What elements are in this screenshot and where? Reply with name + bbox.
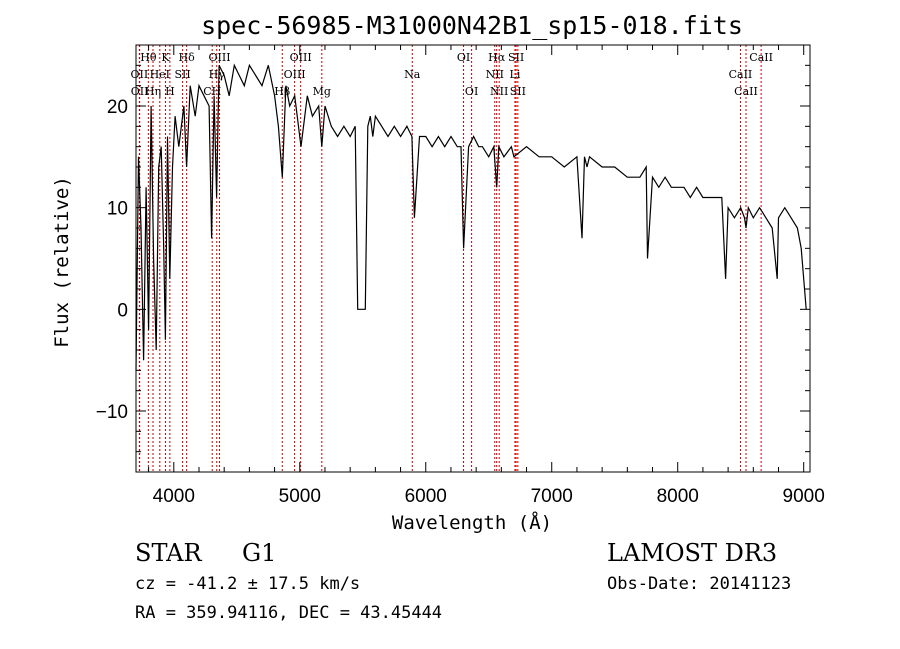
- line-label-7: H: [165, 85, 175, 98]
- y-tick-label: 0: [117, 300, 128, 321]
- line-label-27: CaII: [734, 85, 758, 98]
- x-tick-label: 4000: [153, 486, 195, 507]
- obs-date: Obs-Date: 20141123: [607, 574, 792, 594]
- line-label-8: Hδ: [179, 51, 196, 64]
- chart-title: spec-56985-M31000N42B1_sp15-018.fits: [201, 11, 743, 40]
- y-axis: −10 0 10 20: [96, 44, 810, 453]
- line-label-0: Hθ: [140, 51, 157, 64]
- line-label-17: OI: [457, 51, 470, 64]
- x-tick-label: 8000: [657, 486, 699, 507]
- x-tick-label: 7000: [531, 486, 573, 507]
- line-label-1: OII: [131, 68, 149, 81]
- spectrum-plot: spec-56985-M31000N42B1_sp15-018.fits Hθ O…: [51, 11, 825, 534]
- line-label-6: SII: [174, 68, 190, 81]
- line-label-21: NII: [486, 68, 504, 81]
- line-label-5: Hη: [145, 85, 161, 98]
- redshift-text: cz = -41.2 ± 17.5 km/s: [135, 574, 361, 594]
- x-tick-label: 9000: [783, 486, 825, 507]
- ra-dec: RA = 359.94116, DEC = 43.45444: [135, 603, 443, 623]
- line-label-11: CH: [203, 85, 221, 98]
- line-label-20: SII: [508, 51, 524, 64]
- line-label-3: HeI: [150, 68, 170, 81]
- x-axis: 4000 5000 6000 7000 8000 9000: [148, 45, 825, 507]
- y-tick-label: 10: [107, 199, 128, 220]
- y-axis-label: Flux (relative): [51, 176, 73, 348]
- line-label-18: OI: [465, 85, 478, 98]
- line-label-26: CaII: [729, 68, 753, 81]
- object-subclass: G1: [242, 539, 277, 567]
- line-label-12: OIII: [290, 51, 312, 64]
- line-label-25: CaII: [749, 51, 773, 64]
- line-label-10: Hγ: [209, 68, 226, 81]
- line-label-24: SII: [510, 85, 526, 98]
- y-tick-label: 20: [107, 97, 128, 118]
- line-label-16: Na: [404, 68, 421, 81]
- spectrum-line: [135, 63, 807, 371]
- line-label-13: OIII: [284, 68, 306, 81]
- x-tick-label: 5000: [279, 486, 321, 507]
- line-label-15: Mg: [313, 85, 331, 98]
- x-tick-label: 6000: [405, 486, 447, 507]
- y-tick-label: −10: [96, 402, 128, 423]
- survey-name: LAMOST DR3: [607, 539, 778, 567]
- line-label-22: Li: [510, 68, 521, 81]
- object-class: STAR: [135, 539, 202, 567]
- line-label-23: NII: [490, 85, 508, 98]
- plot-frame: [135, 44, 811, 473]
- line-label-2: OII: [131, 85, 149, 98]
- line-label-4: K: [161, 51, 170, 64]
- x-axis-label: Wavelength (Å): [392, 511, 552, 534]
- line-markers: [138, 45, 762, 472]
- line-label-9: OIII: [208, 51, 230, 64]
- line-label-19: Hα: [488, 51, 506, 64]
